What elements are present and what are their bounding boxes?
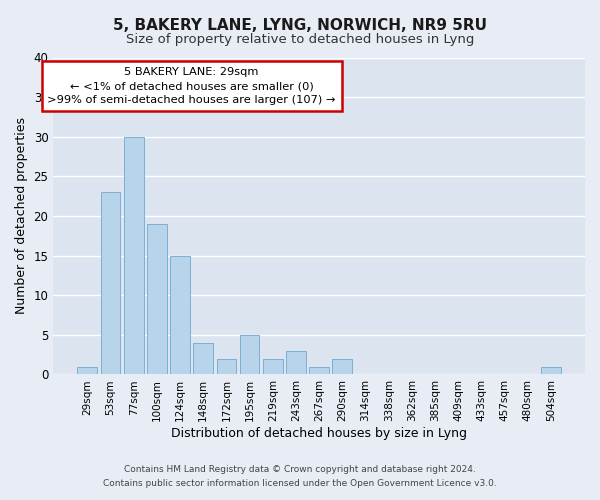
Bar (541, 366, 561, 374)
Bar (77, 366, 97, 374)
Bar (217, 358, 236, 374)
Y-axis label: Number of detached properties: Number of detached properties (15, 118, 28, 314)
Text: 5, BAKERY LANE, LYNG, NORWICH, NR9 5RU: 5, BAKERY LANE, LYNG, NORWICH, NR9 5RU (113, 18, 487, 32)
Text: Contains HM Land Registry data © Crown copyright and database right 2024.
Contai: Contains HM Land Registry data © Crown c… (103, 466, 497, 487)
Bar (147, 224, 167, 374)
X-axis label: Distribution of detached houses by size in Lyng: Distribution of detached houses by size … (171, 427, 467, 440)
Bar (332, 358, 352, 374)
Bar (124, 136, 143, 374)
Text: Size of property relative to detached houses in Lyng: Size of property relative to detached ho… (126, 32, 474, 46)
Bar (286, 350, 306, 374)
Bar (240, 335, 259, 374)
Bar (101, 192, 121, 374)
Text: 5 BAKERY LANE: 29sqm
← <1% of detached houses are smaller (0)
>99% of semi-detac: 5 BAKERY LANE: 29sqm ← <1% of detached h… (47, 67, 336, 105)
Bar (263, 358, 283, 374)
Bar (170, 256, 190, 374)
Bar (309, 366, 329, 374)
Bar (193, 343, 213, 374)
